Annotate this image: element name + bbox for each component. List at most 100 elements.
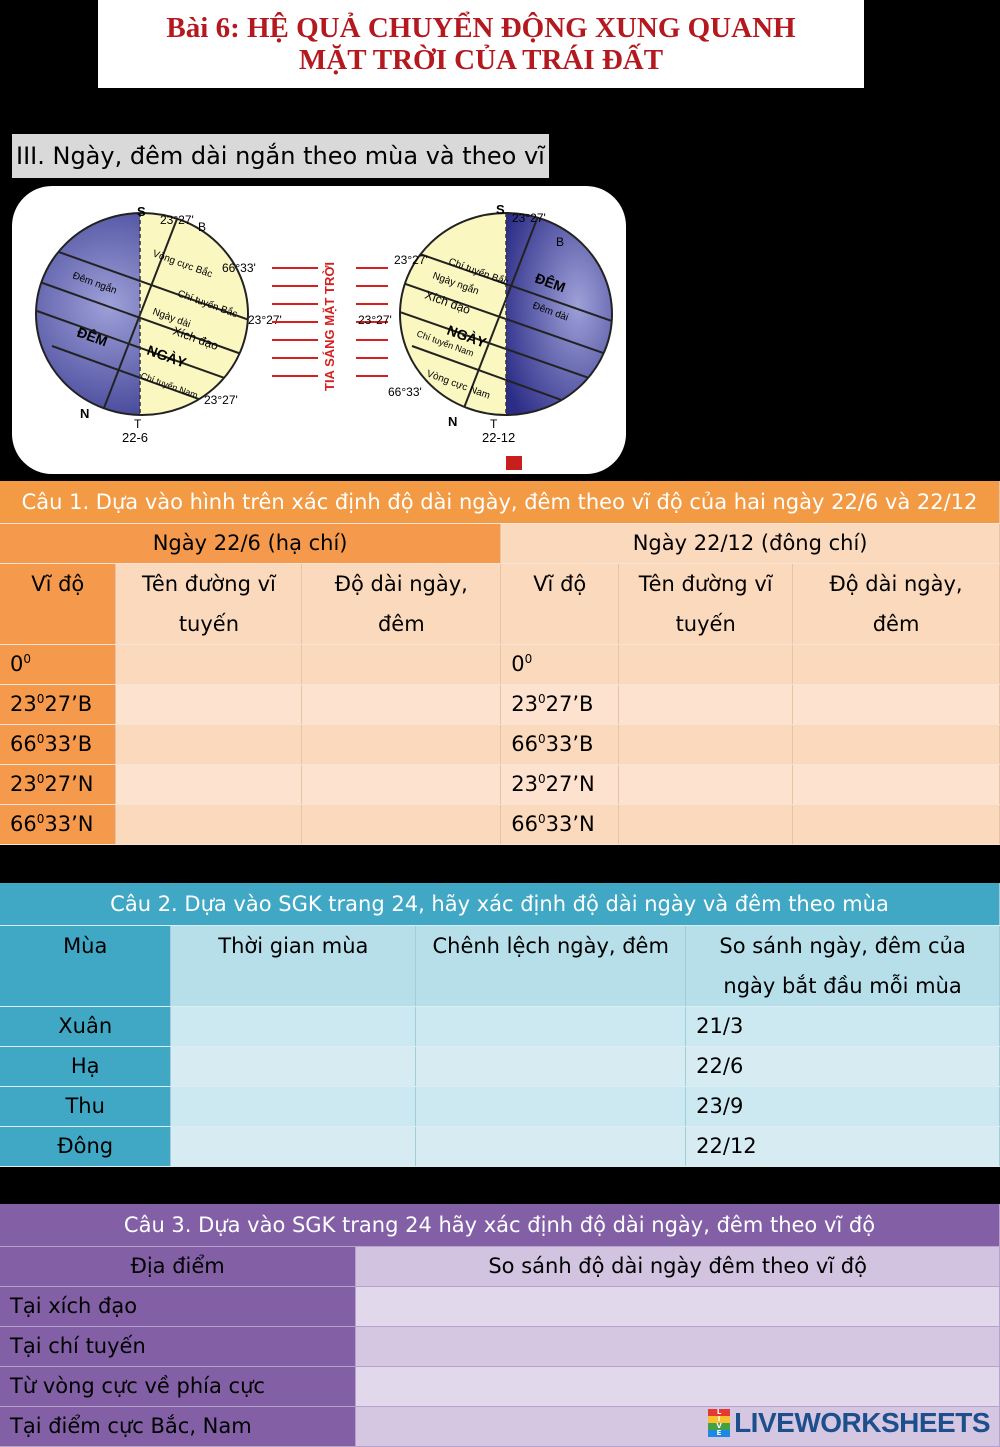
logo-letter-l: L [708,1409,731,1416]
q1-col-len: Độ dài ngày, đêm [301,563,502,645]
q2-row: Xuân 21/3 [0,1006,1000,1047]
q1-len-december-answer[interactable] [792,644,1000,685]
label-mid-left: 23°27' [248,313,282,327]
label-date-left: 22-6 [122,430,148,445]
q1-caption: Câu 1. Dựa vào hình trên xác định độ dài… [0,481,1000,524]
q1-name-june-answer[interactable] [115,644,303,685]
watermark-vforum: Vforum.vn [520,457,579,471]
q3-place: Tại điểm cực Bắc, Nam [0,1406,357,1447]
q1-name-june-answer[interactable] [115,764,303,805]
q2-col-time: Thời gian mùa [170,925,417,1007]
q3-compare-answer[interactable] [355,1366,1000,1407]
q1-name-december-answer[interactable] [618,764,794,805]
globe-december [400,213,612,415]
lat-minutes: 27’N [44,772,94,796]
q2-time-answer[interactable] [170,1046,417,1087]
label-23a-right: 23°27' [394,253,428,267]
lat-minutes: 27’B [545,692,594,716]
q1-len-june-answer[interactable] [301,724,502,765]
logo-letter-i: I [708,1416,731,1423]
q1-lat-june: 66033’N [0,804,117,845]
label-N-right: N [448,414,457,429]
degree-sup: 0 [36,772,45,786]
lat-degree: 23 [511,772,538,796]
degree-sup: 0 [537,732,546,746]
q3-compare-answer[interactable] [355,1286,1000,1327]
liveworksheets-icon: L I V E [708,1409,731,1437]
q2-compare-answer[interactable]: 22/12 [685,1126,1000,1167]
q3-col-place: Địa điểm [0,1246,357,1287]
q1-col-lat: Vĩ độ [0,563,117,645]
lat-degree: 23 [10,692,37,716]
q2-diff-answer[interactable] [415,1086,687,1127]
q1-len-june-answer[interactable] [301,644,502,685]
liveworksheets-logo: L I V E LIVEWORKSHEETS [708,1405,990,1441]
q2-season: Đông [0,1126,172,1167]
lat-degree: 66 [511,732,538,756]
lat-degree: 66 [10,732,37,756]
q2-season: Hạ [0,1046,172,1087]
q1-len-june-answer[interactable] [301,804,502,845]
label-rays: TIA SÁNG MẶT TRỜI [322,262,337,391]
q3-compare-answer[interactable] [355,1326,1000,1367]
sun-rays [272,267,388,377]
q1-row: 23027’B 23027’B [0,684,1000,725]
q1-col-name-2: Tên đường vĩ tuyến [618,563,794,645]
q2-compare-answer[interactable]: 21/3 [685,1006,1000,1047]
degree-sup: 0 [36,732,45,746]
q1-row: 23027’N 23027’N [0,764,1000,805]
q1-len-june-answer[interactable] [301,684,502,725]
logo-letter-e: E [708,1430,731,1437]
q3-place: Từ vòng cực về phía cực [0,1366,357,1407]
q3-compare-answer[interactable] [355,1406,1000,1447]
q1-name-december-answer[interactable] [618,684,794,725]
label-T-right: T [490,417,498,431]
q3-row: Từ vòng cực về phía cực [0,1366,1000,1407]
lat-degree: 66 [511,812,538,836]
label-66-left: 66°33' [222,261,256,275]
q3-table: Câu 3. Dựa vào SGK trang 24 hãy xác định… [0,1204,1000,1447]
q2-time-answer[interactable] [170,1126,417,1167]
q1-len-december-answer[interactable] [792,804,1000,845]
q1-group-december: Ngày 22/12 (đông chí) [500,523,1000,564]
q1-len-december-answer[interactable] [792,764,1000,805]
q1-name-december-answer[interactable] [618,724,794,765]
q2-diff-answer[interactable] [415,1046,687,1087]
q2-diff-answer[interactable] [415,1126,687,1167]
label-T-left: T [134,417,142,431]
degree-sup: 0 [524,652,533,666]
q2-time-answer[interactable] [170,1086,417,1127]
q3-col-compare: So sánh độ dài ngày đêm theo vĩ độ [355,1246,1000,1287]
section-heading: III. Ngày, đêm dài ngắn theo mùa và theo… [12,134,549,214]
q1-name-june-answer[interactable] [115,804,303,845]
q1-len-december-answer[interactable] [792,684,1000,725]
q1-len-june-answer[interactable] [301,764,502,805]
q1-lat-june: 23027’N [0,764,117,805]
q2-caption: Câu 2. Dựa vào SGK trang 24, hãy xác địn… [0,883,1000,926]
q1-name-december-answer[interactable] [618,644,794,685]
q3-row: Tại chí tuyến [0,1326,1000,1367]
q3-row: Tại xích đạo [0,1286,1000,1327]
lat-degree: 0 [511,652,525,676]
degree-sup: 0 [36,692,45,706]
q2-diff-answer[interactable] [415,1006,687,1047]
label-B-left: B [198,220,206,234]
q1-col-len-2: Độ dài ngày, đêm [792,563,1000,645]
label-date-right: 22-12 [482,430,515,445]
q2-compare-answer[interactable]: 23/9 [685,1086,1000,1127]
label-deg-top-left: 23°27' [160,213,194,227]
q1-lat-june: 66033’B [0,724,117,765]
q1-name-june-answer[interactable] [115,684,303,725]
q2-time-answer[interactable] [170,1006,417,1047]
q3-place: Tại chí tuyến [0,1326,357,1367]
q1-lat-december: 66033’N [500,804,620,845]
logo-letter-v: V [708,1423,731,1430]
degree-sup: 0 [23,652,32,666]
q2-compare-answer[interactable]: 22/6 [685,1046,1000,1087]
lat-minutes: 27’B [44,692,93,716]
q1-name-june-answer[interactable] [115,724,303,765]
q3-caption: Câu 3. Dựa vào SGK trang 24 hãy xác định… [0,1204,1000,1247]
q1-len-december-answer[interactable] [792,724,1000,765]
q1-name-december-answer[interactable] [618,804,794,845]
title-line-2: MẶT TRỜI CỦA TRÁI ĐẤT [298,44,664,76]
